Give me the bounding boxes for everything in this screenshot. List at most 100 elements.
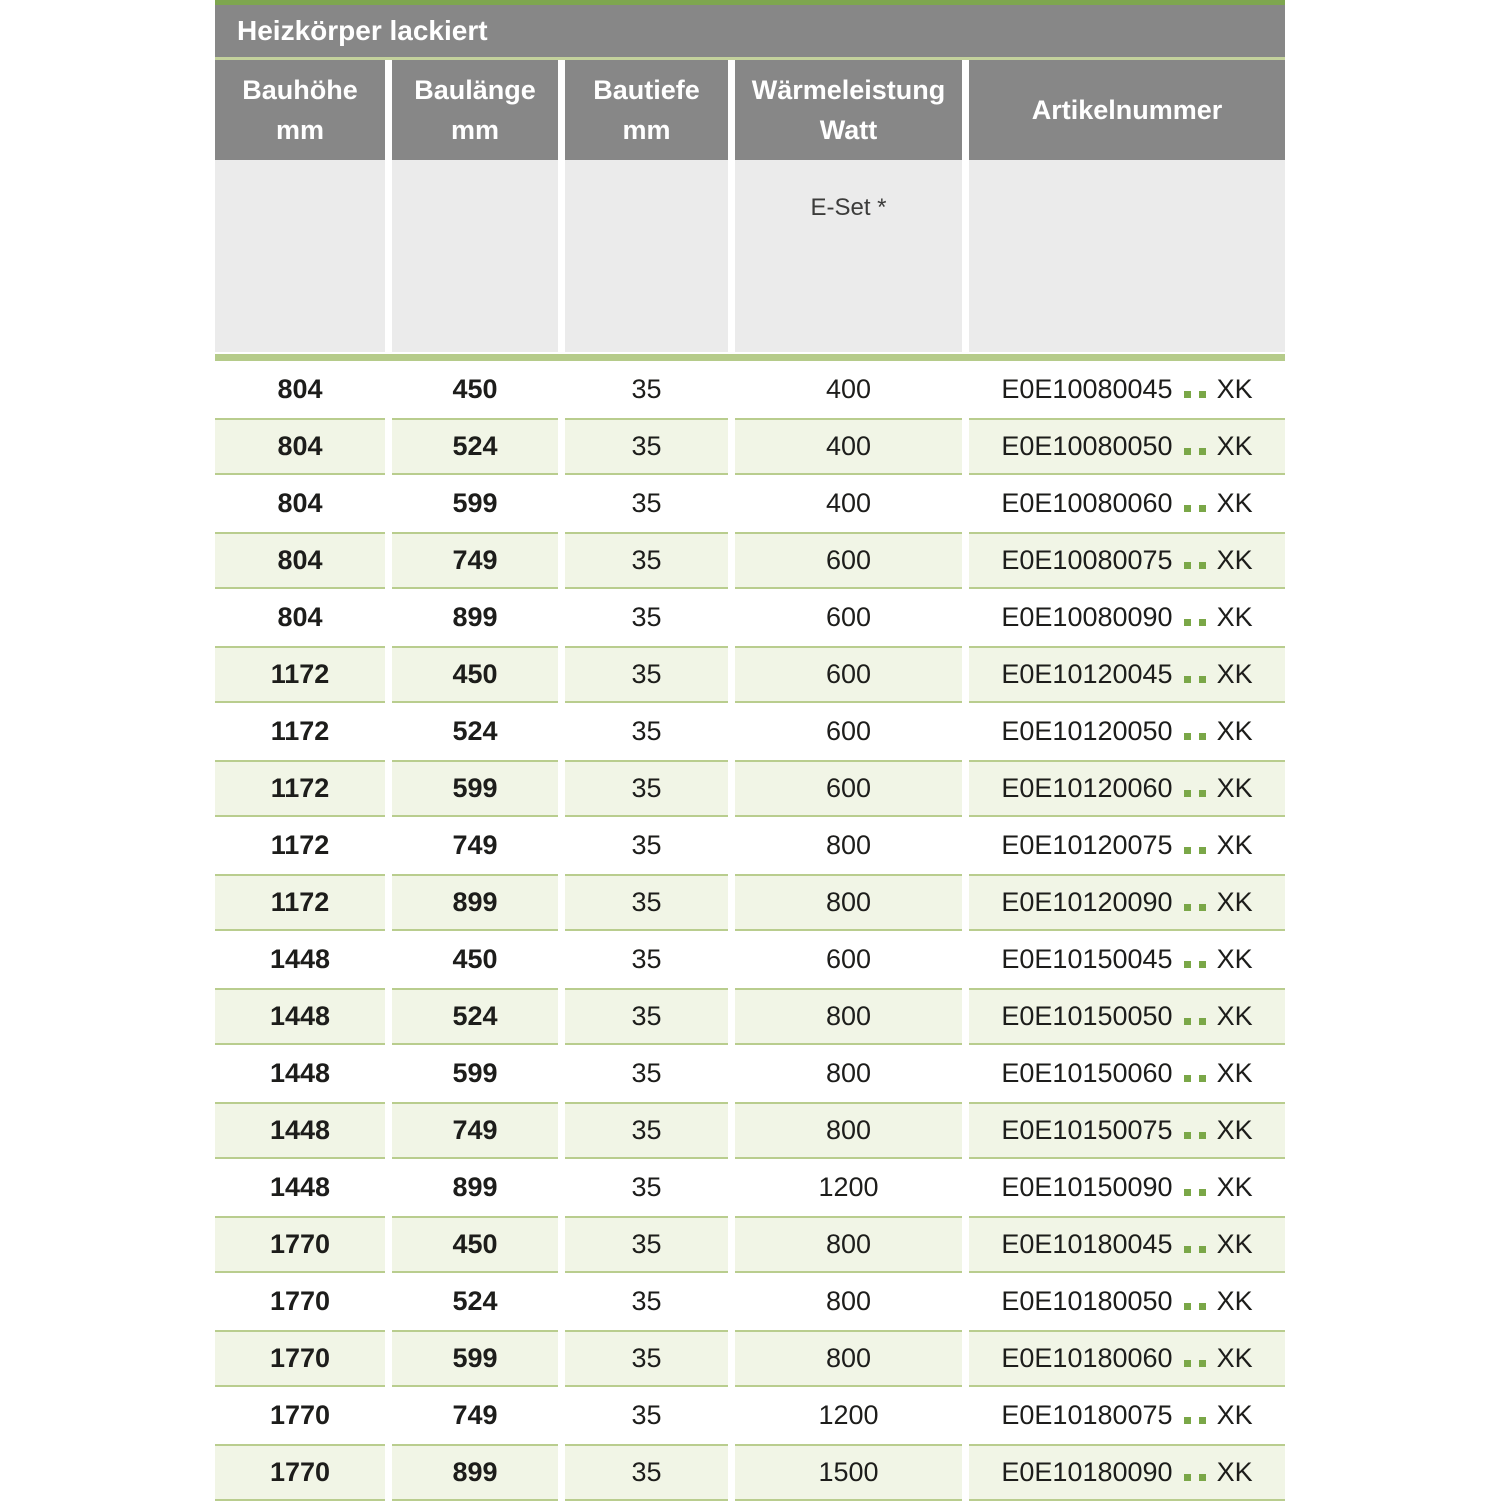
table-title-bar: Heizkörper lackiert [215, 5, 1285, 57]
bautiefe-value: 35 [565, 760, 728, 817]
watt-value: 1200 [735, 1159, 962, 1216]
green-dot-icon [1183, 676, 1191, 683]
table-row: 1770 899 35 1500 E0E10180090 XK [215, 1444, 1285, 1501]
subheader-cell [969, 160, 1285, 352]
title-separator [215, 57, 1285, 60]
subheader-cell: E-Set * [735, 160, 962, 352]
table-row: 1770 749 35 1200 E0E10180075 XK [215, 1387, 1285, 1444]
table-row: 1172 749 35 800 E0E10120075 XK [215, 817, 1285, 874]
baulaenge-value: 450 [392, 361, 558, 418]
eset-label: E-Set * [810, 194, 887, 221]
bauhoehe-value: 1770 [215, 1273, 385, 1330]
baulaenge-value: 749 [392, 1387, 558, 1444]
bautiefe-value: 35 [565, 1159, 728, 1216]
bautiefe-value: 35 [565, 703, 728, 760]
watt-value: 800 [735, 1273, 962, 1330]
green-dot-icon [1183, 448, 1191, 455]
table-row: 804 450 35 400 E0E10080045 XK [215, 361, 1285, 418]
bautiefe-value: 35 [565, 646, 728, 703]
watt-value: 600 [735, 703, 962, 760]
bautiefe-value: 35 [565, 1045, 728, 1102]
green-dot-icon [1183, 1132, 1191, 1139]
baulaenge-value: 899 [392, 1159, 558, 1216]
table-row: 804 749 35 600 E0E10080075 XK [215, 532, 1285, 589]
watt-value: 400 [735, 475, 962, 532]
green-dot-icon [1183, 1417, 1191, 1424]
green-dot-icon [1183, 505, 1191, 512]
subheader-row: E-Set * [215, 160, 1285, 352]
header-divider-bar [215, 354, 1285, 361]
green-dot-icon [1198, 1189, 1206, 1196]
table-row: 1172 899 35 800 E0E10120090 XK [215, 874, 1285, 931]
green-dot-icon [1183, 1246, 1191, 1253]
subheader-cell [215, 160, 385, 352]
watt-value: 800 [735, 874, 962, 931]
baulaenge-value: 450 [392, 931, 558, 988]
table-row: 1448 524 35 800 E0E10150050 XK [215, 988, 1285, 1045]
green-dot-icon [1183, 904, 1191, 911]
bautiefe-value: 35 [565, 931, 728, 988]
column-header: Baulänge mm [392, 60, 558, 160]
artikelnummer-value: E0E10150045 XK [969, 931, 1285, 988]
artikelnummer-text: E0E10150050 XK [1001, 1001, 1253, 1031]
baulaenge-value: 599 [392, 760, 558, 817]
bauhoehe-value: 1448 [215, 931, 385, 988]
baulaenge-value: 899 [392, 874, 558, 931]
table-row: 804 899 35 600 E0E10080090 XK [215, 589, 1285, 646]
watt-value: 800 [735, 1045, 962, 1102]
green-dot-icon [1183, 619, 1191, 626]
table-row: 1172 524 35 600 E0E10120050 XK [215, 703, 1285, 760]
bauhoehe-value: 1172 [215, 703, 385, 760]
green-dot-icon [1198, 505, 1206, 512]
column-header: Bautiefe mm [565, 60, 728, 160]
green-dot-icon [1183, 790, 1191, 797]
green-dot-icon [1183, 1018, 1191, 1025]
bautiefe-value: 35 [565, 874, 728, 931]
header-row: Bauhöhe mm Baulänge mm Bautiefe mm Wärme… [215, 60, 1285, 160]
baulaenge-value: 524 [392, 703, 558, 760]
column-header: Wärmeleistung Watt [735, 60, 962, 160]
green-dot-icon [1198, 619, 1206, 626]
column-header-line2: mm [275, 115, 324, 145]
table-row: 1770 524 35 800 E0E10180050 XK [215, 1273, 1285, 1330]
table-row: 1448 599 35 800 E0E10150060 XK [215, 1045, 1285, 1102]
watt-value: 600 [735, 532, 962, 589]
artikelnummer-text: E0E10180045 XK [1001, 1229, 1253, 1259]
baulaenge-value: 749 [392, 1102, 558, 1159]
column-header: Bauhöhe mm [215, 60, 385, 160]
artikelnummer-text: E0E10150075 XK [1001, 1115, 1253, 1145]
bautiefe-value: 35 [565, 1444, 728, 1501]
baulaenge-value: 749 [392, 532, 558, 589]
artikelnummer-value: E0E10180045 XK [969, 1216, 1285, 1273]
green-dot-icon [1198, 448, 1206, 455]
column-header-line1: Wärmeleistung [751, 75, 946, 105]
green-dot-icon [1183, 391, 1191, 398]
artikelnummer-text: E0E10080050 XK [1001, 431, 1253, 461]
watt-value: 800 [735, 1330, 962, 1387]
green-dot-icon [1183, 1303, 1191, 1310]
baulaenge-value: 450 [392, 646, 558, 703]
green-dot-icon [1198, 1417, 1206, 1424]
table-row: 1448 749 35 800 E0E10150075 XK [215, 1102, 1285, 1159]
artikelnummer-text: E0E10120050 XK [1001, 716, 1253, 746]
watt-value: 600 [735, 589, 962, 646]
artikelnummer-value: E0E10080075 XK [969, 532, 1285, 589]
artikelnummer-text: E0E10150090 XK [1001, 1172, 1253, 1202]
subheader-cell [565, 160, 728, 352]
green-dot-icon [1198, 733, 1206, 740]
bauhoehe-value: 1770 [215, 1387, 385, 1444]
artikelnummer-text: E0E10180060 XK [1001, 1343, 1253, 1373]
artikelnummer-value: E0E10120060 XK [969, 760, 1285, 817]
artikelnummer-value: E0E10150075 XK [969, 1102, 1285, 1159]
bauhoehe-value: 1448 [215, 1045, 385, 1102]
column-header: Artikelnummer [969, 60, 1285, 160]
column-header-line2: mm [622, 115, 671, 145]
artikelnummer-text: E0E10150060 XK [1001, 1058, 1253, 1088]
watt-value: 1200 [735, 1387, 962, 1444]
green-dot-icon [1198, 1018, 1206, 1025]
bautiefe-value: 35 [565, 1330, 728, 1387]
column-header-line2: Watt [819, 115, 878, 145]
artikelnummer-text: E0E10180075 XK [1001, 1400, 1253, 1430]
column-header-line1: Artikelnummer [1031, 95, 1223, 125]
green-dot-icon [1198, 676, 1206, 683]
